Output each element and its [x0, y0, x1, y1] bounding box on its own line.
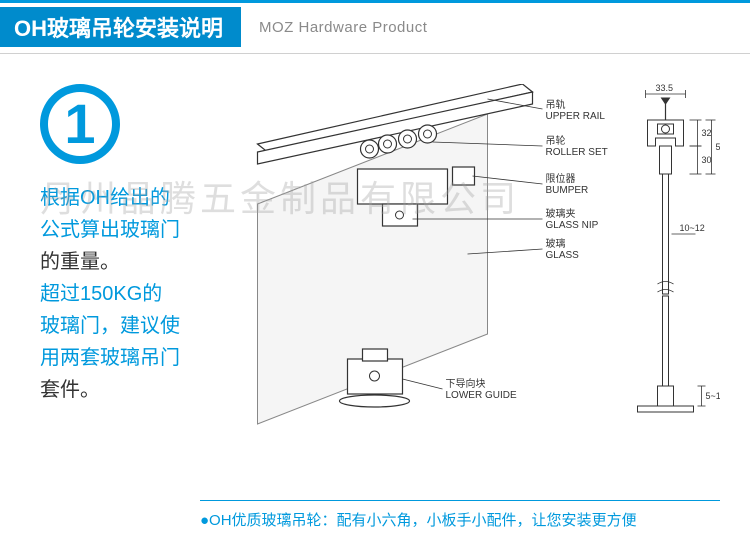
label-bumper-en: BUMPER	[546, 185, 589, 196]
installation-diagram: 吊轨 UPPER RAIL 吊轮 ROLLER SET 限位器 BUMPER 玻…	[235, 84, 720, 454]
label-glass-cn: 玻璃	[546, 237, 566, 250]
dim-h2: 30	[702, 155, 712, 165]
desc-line: 根据OH给出的	[40, 187, 170, 209]
label-upper-rail-cn: 吊轨	[546, 98, 566, 111]
dim-h3: 50	[716, 142, 721, 152]
desc-line: 玻璃门，建议使	[40, 315, 180, 337]
label-glassnip-cn: 玻璃夹	[546, 207, 576, 220]
label-lowerguide-cn: 下导向块	[446, 377, 486, 390]
desc-line: 的重量。	[40, 251, 120, 273]
label-roller-en: ROLLER SET	[546, 147, 608, 158]
dim-bottom: 5~10	[706, 391, 721, 401]
page-title: OH玻璃吊轮安装说明	[0, 7, 241, 47]
label-roller-cn: 吊轮	[546, 134, 566, 147]
desc-line: 公式算出玻璃门	[40, 219, 180, 241]
dim-thickness: 10~12	[680, 223, 705, 233]
desc-line: 用两套玻璃吊门	[40, 347, 180, 369]
step-number-badge: 1	[40, 84, 120, 164]
label-glass-en: GLASS	[546, 250, 580, 261]
header-bar: OH玻璃吊轮安装说明 MOZ Hardware Product	[0, 3, 750, 54]
desc-line: 超过150KG的	[40, 283, 162, 305]
diagram-column: 吊轨 UPPER RAIL 吊轮 ROLLER SET 限位器 BUMPER 玻…	[235, 84, 720, 459]
main-content: 1 根据OH给出的 公式算出玻璃门 的重量。 超过150KG的 玻璃门，建议使 …	[0, 54, 750, 459]
label-glassnip-en: GLASS NIP	[546, 220, 599, 231]
step-description: 根据OH给出的 公式算出玻璃门 的重量。 超过150KG的 玻璃门，建议使 用两…	[40, 182, 235, 406]
label-upper-rail-en: UPPER RAIL	[546, 111, 606, 122]
desc-line: 套件。	[40, 379, 100, 401]
label-bumper-cn: 限位器	[546, 172, 576, 185]
dim-top-width: 33.5	[656, 84, 674, 93]
footer-note: ●OH优质玻璃吊轮：配有小六角，小板手小配件，让您安装更方便	[200, 500, 720, 530]
label-lowerguide-en: LOWER GUIDE	[446, 390, 517, 401]
dim-h1: 32	[702, 128, 712, 138]
page-subtitle: MOZ Hardware Product	[259, 19, 427, 36]
left-column: 1 根据OH给出的 公式算出玻璃门 的重量。 超过150KG的 玻璃门，建议使 …	[40, 84, 235, 459]
